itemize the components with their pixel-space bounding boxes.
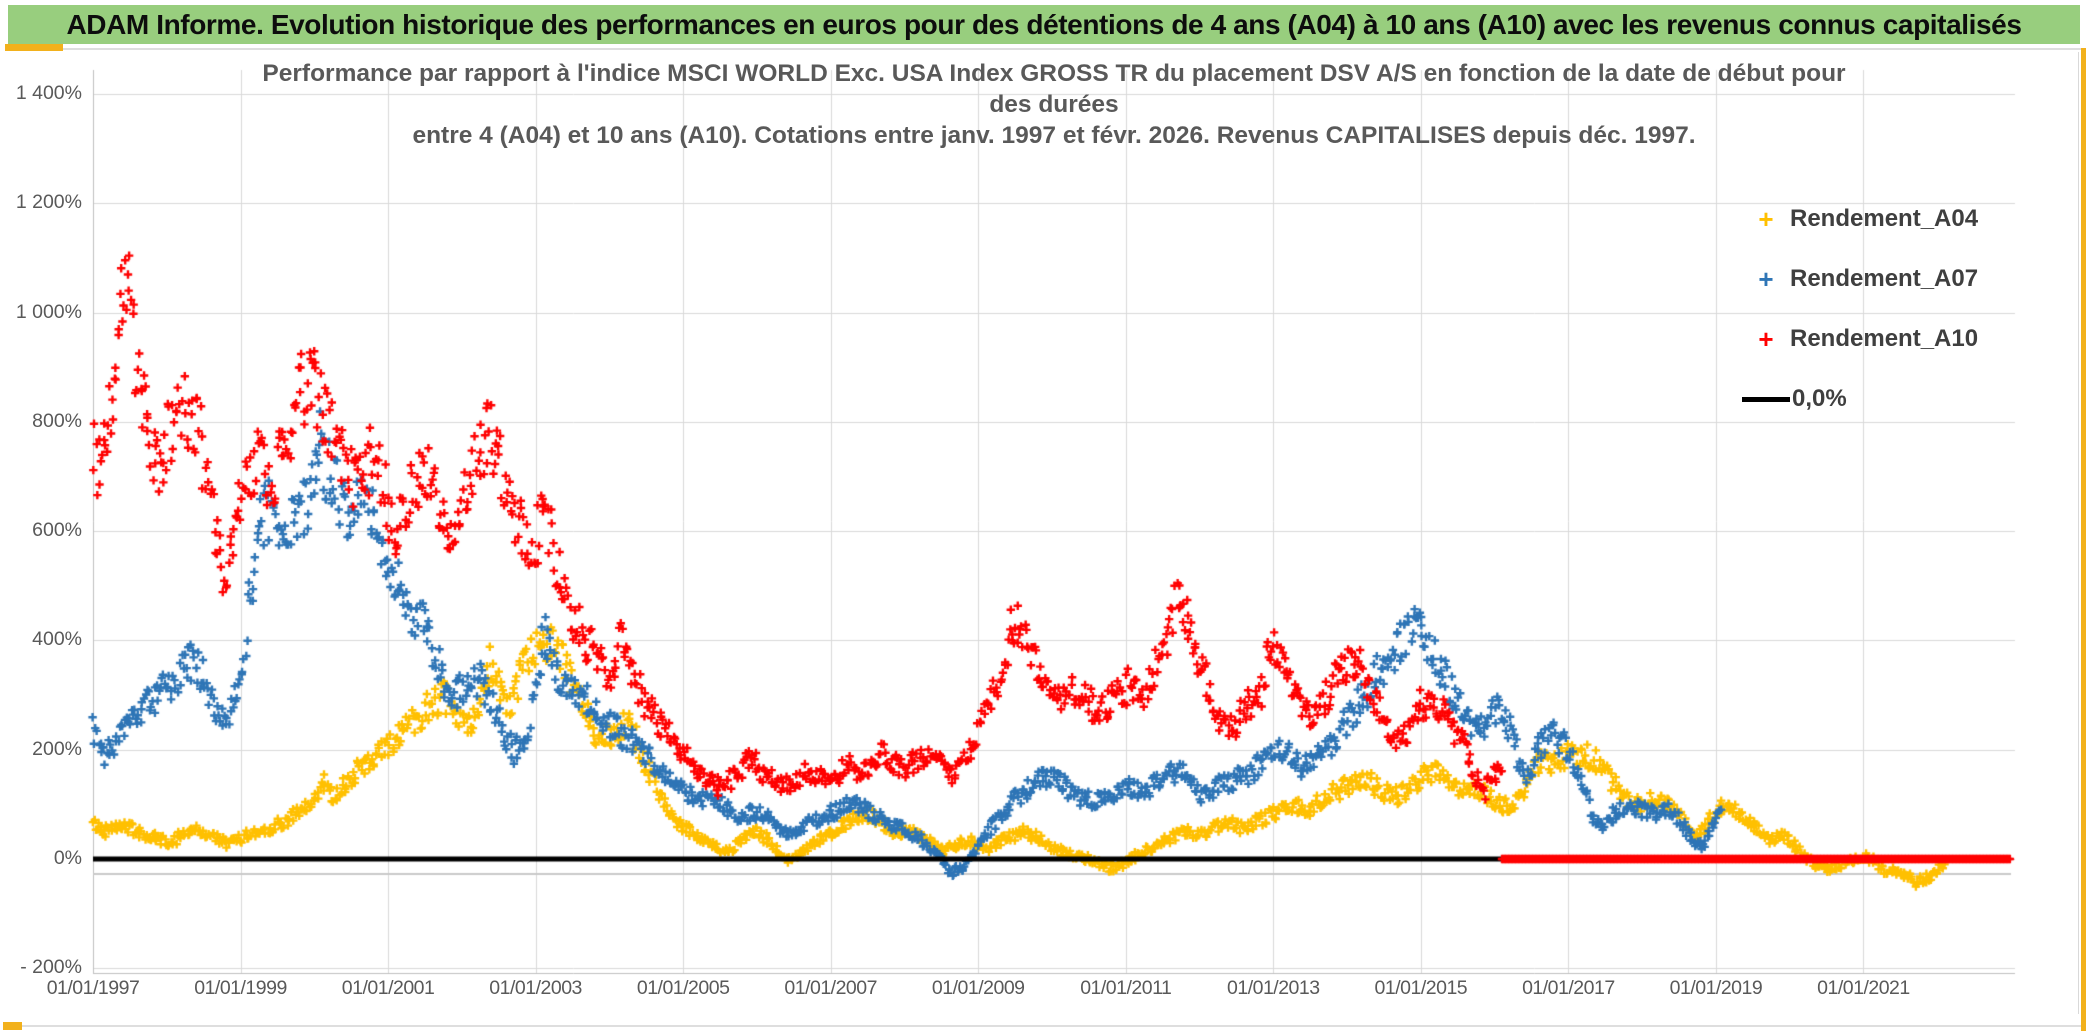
y-axis-tick-label: 1 200% bbox=[15, 191, 82, 214]
legend-label: Rendement_A07 bbox=[1790, 265, 1979, 292]
x-axis-tick-label: 01/01/2005 bbox=[636, 977, 730, 999]
legend-item-zero-line[interactable]: 0,0% bbox=[1742, 369, 2072, 429]
x-axis-tick-label: 01/01/1999 bbox=[194, 977, 287, 999]
chart-title: Performance par rapport à l'indice MSCI … bbox=[254, 58, 1854, 151]
chart-title-line1: Performance par rapport à l'indice MSCI … bbox=[262, 60, 1846, 118]
y-axis-tick-label: 800% bbox=[32, 409, 82, 432]
x-axis-tick-label: 01/01/2009 bbox=[931, 977, 1025, 999]
y-axis-tick-label: 0% bbox=[53, 847, 82, 869]
x-axis-tick-label: 01/01/2017 bbox=[1522, 977, 1615, 999]
legend-item-rendement-a10[interactable]: + Rendement_A10 bbox=[1742, 309, 2072, 369]
zero-line-icon bbox=[1742, 396, 1790, 402]
x-axis-tick-label: 01/01/2015 bbox=[1374, 977, 1468, 999]
legend-item-rendement-a07[interactable]: + Rendement_A07 bbox=[1742, 249, 2072, 309]
plus-marker-icon: + bbox=[1758, 264, 1774, 294]
chart-title-line2: entre 4 (A04) et 10 ans (A10). Cotations… bbox=[412, 122, 1696, 149]
x-axis-tick-label: 01/01/2021 bbox=[1817, 977, 1910, 999]
x-axis-tick-label: 01/01/2001 bbox=[341, 977, 435, 999]
chart-legend: + Rendement_A04 + Rendement_A07 + Rendem… bbox=[1742, 189, 2072, 429]
legend-label: Rendement_A10 bbox=[1790, 325, 1979, 352]
x-axis-tick-label: 01/01/2019 bbox=[1669, 977, 1763, 999]
plus-marker-icon: + bbox=[1758, 324, 1774, 354]
y-axis-tick-label: 200% bbox=[32, 737, 82, 760]
x-axis-tick-label: 01/01/2011 bbox=[1080, 977, 1172, 999]
y-axis-tick-label: 1 400% bbox=[15, 81, 82, 104]
x-axis-tick-label: 01/01/2003 bbox=[489, 977, 582, 999]
legend-label: 0,0% bbox=[1792, 385, 1847, 412]
y-axis-tick-label: 600% bbox=[32, 519, 82, 542]
legend-label: Rendement_A04 bbox=[1790, 205, 1979, 232]
x-axis-tick-label: 01/01/2013 bbox=[1227, 977, 1320, 999]
x-axis-tick-label: 01/01/2007 bbox=[784, 977, 877, 999]
legend-item-rendement-a04[interactable]: + Rendement_A04 bbox=[1742, 189, 2072, 249]
y-axis-tick-label: - 200% bbox=[20, 956, 82, 979]
y-axis-tick-label: 1 000% bbox=[15, 300, 82, 323]
x-axis-tick-label: 01/01/1997 bbox=[46, 977, 140, 999]
y-axis-tick-label: 400% bbox=[32, 628, 82, 651]
plus-marker-icon: + bbox=[1758, 204, 1774, 234]
